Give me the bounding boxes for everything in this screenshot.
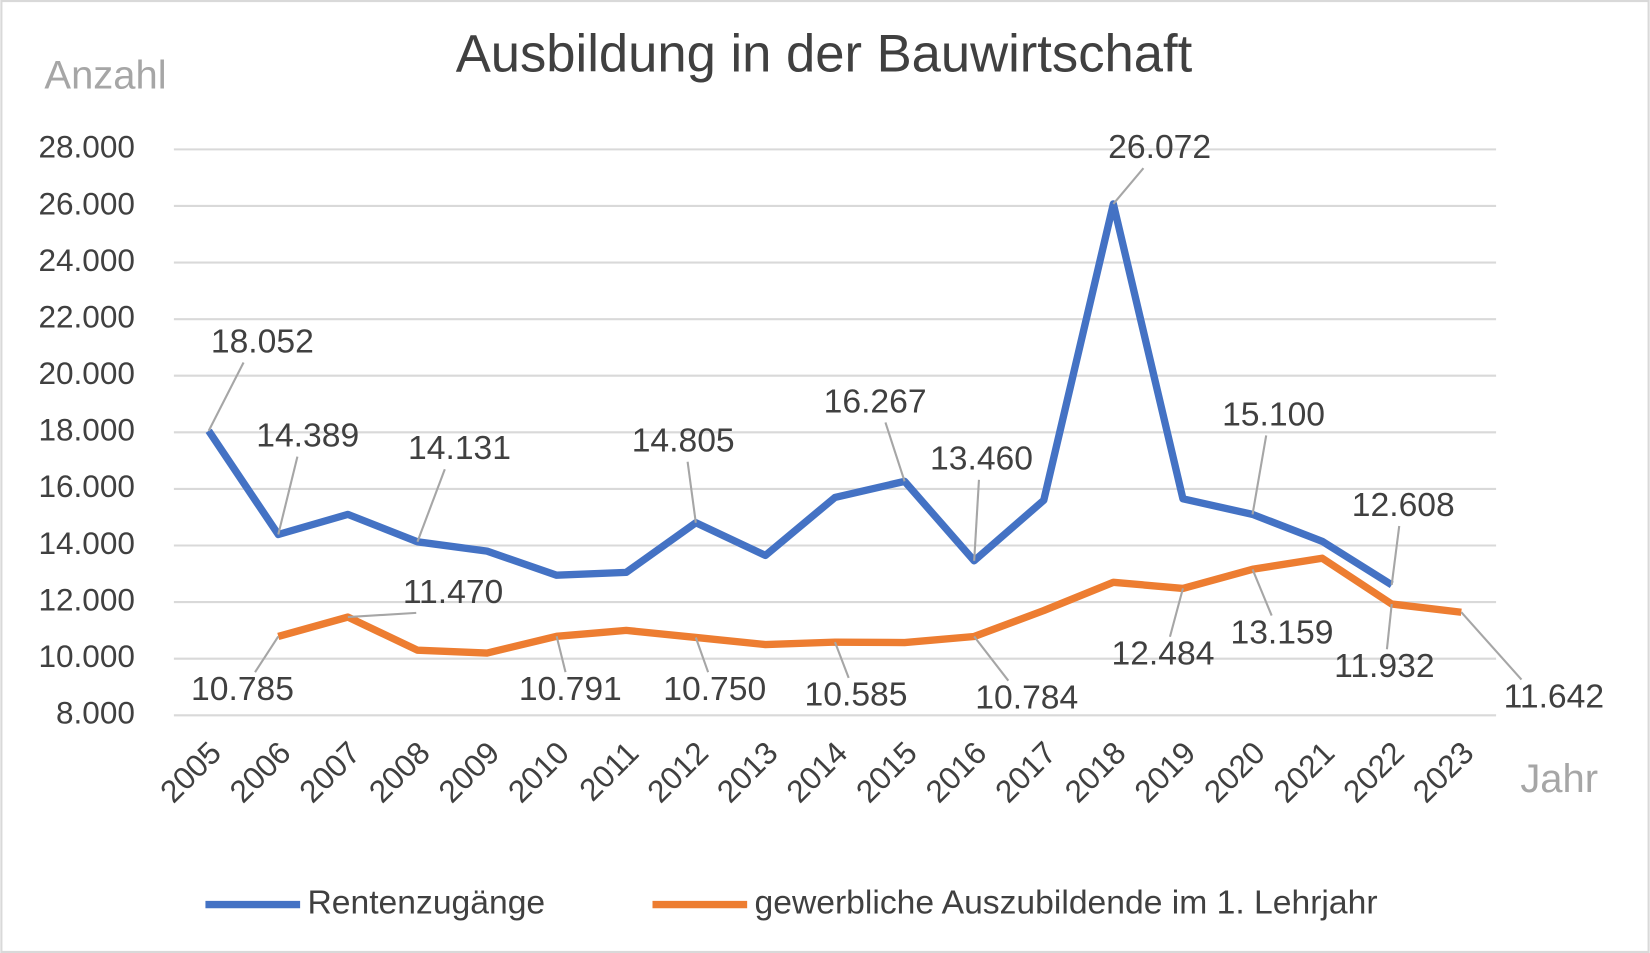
y-tick-label: 10.000 <box>38 638 135 674</box>
y-tick-label: 20.000 <box>38 355 135 391</box>
y-tick-label: 14.000 <box>38 525 135 561</box>
label-leader <box>555 636 567 673</box>
chart-title: Ausbildung in der Bauwirtschaft <box>456 25 1193 84</box>
data-label: 10.785 <box>191 671 294 708</box>
label-leader <box>686 461 697 523</box>
label-leader <box>277 456 299 535</box>
data-label: 10.585 <box>805 677 908 714</box>
label-leader <box>1251 568 1273 616</box>
label-leader <box>347 611 417 619</box>
label-leader <box>254 635 280 673</box>
y-tick-label: 22.000 <box>38 298 135 334</box>
data-label: 14.131 <box>408 430 511 467</box>
label-leader <box>1168 588 1184 638</box>
y-tick-label: 16.000 <box>38 468 135 504</box>
label-leader <box>694 637 710 673</box>
y-tick-label: 28.000 <box>38 129 135 165</box>
label-leader <box>416 468 446 543</box>
label-leader <box>207 361 245 432</box>
y-tick-label: 8.000 <box>56 695 135 731</box>
label-leader <box>1460 611 1523 681</box>
data-label: 11.470 <box>403 574 503 611</box>
label-leader <box>1112 167 1145 205</box>
legend-label: gewerbliche Auszubildende im 1. Lehrjahr <box>755 885 1378 922</box>
label-leader <box>973 479 981 561</box>
y-tick-label: 26.000 <box>38 185 135 221</box>
series-line <box>277 554 1462 657</box>
data-label: 11.642 <box>1504 678 1604 715</box>
y-tick-label: 12.000 <box>38 581 135 617</box>
label-leader <box>973 635 1010 682</box>
data-label: 14.389 <box>256 418 359 455</box>
label-leader <box>1390 525 1401 586</box>
label-leader <box>1385 603 1393 650</box>
data-label: 11.932 <box>1334 648 1434 685</box>
data-label: 26.072 <box>1108 129 1211 166</box>
data-label: 10.750 <box>663 671 766 708</box>
data-label: 13.460 <box>930 441 1033 478</box>
y-tick-label: 24.000 <box>38 242 135 278</box>
data-label: 15.100 <box>1222 396 1325 433</box>
data-label: 12.484 <box>1111 636 1214 673</box>
data-label: 10.791 <box>519 671 622 708</box>
label-leader <box>1251 435 1268 515</box>
y-tick-label: 18.000 <box>38 412 135 448</box>
data-label: 18.052 <box>211 323 314 360</box>
label-leader <box>834 641 850 679</box>
x-axis-label: Jahr <box>1520 757 1598 801</box>
data-label: 10.784 <box>975 680 1078 717</box>
data-label: 16.267 <box>824 383 927 420</box>
label-leader <box>884 422 906 482</box>
series-line <box>205 200 1394 589</box>
data-label: 12.608 <box>1352 487 1455 524</box>
y-axis-label: Anzahl <box>44 53 166 97</box>
data-label: 13.159 <box>1231 614 1334 651</box>
data-label: 14.805 <box>632 423 735 460</box>
legend-label: Rentenzugänge <box>307 885 545 922</box>
